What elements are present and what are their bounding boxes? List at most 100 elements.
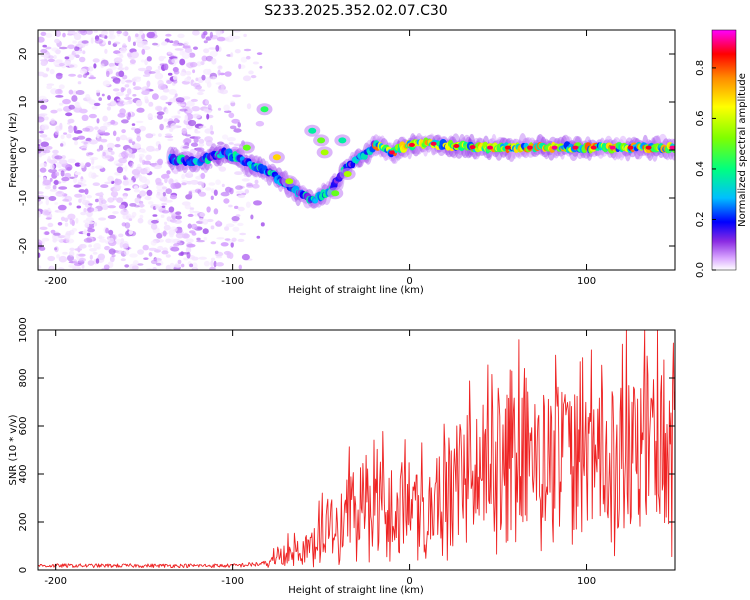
noise-speckle: [218, 65, 222, 69]
noise-speckle: [217, 141, 224, 145]
noise-speckle: [252, 61, 259, 65]
noise-speckle: [137, 217, 144, 224]
noise-speckle: [55, 190, 65, 197]
noise-speckle: [86, 207, 95, 213]
noise-speckle: [83, 141, 88, 145]
blob-core: [242, 144, 251, 151]
noise-speckle: [47, 255, 56, 262]
noise-speckle: [121, 129, 126, 134]
noise-speckle: [161, 202, 168, 206]
noise-speckle: [175, 215, 182, 220]
noise-speckle: [103, 122, 111, 128]
noise-speckle: [38, 200, 43, 205]
noise-speckle: [259, 65, 263, 69]
noise-speckle: [210, 260, 214, 268]
noise-speckle: [54, 247, 58, 251]
noise-speckle: [186, 243, 196, 248]
noise-speckle: [91, 165, 95, 170]
noise-speckle: [57, 235, 66, 239]
noise-speckle: [196, 237, 201, 241]
noise-speckle: [92, 174, 99, 178]
noise-speckle: [125, 94, 130, 98]
noise-speckle: [165, 108, 169, 114]
noise-speckle: [78, 253, 86, 257]
noise-speckle: [194, 130, 201, 134]
noise-speckle: [194, 136, 201, 140]
noise-speckle: [118, 62, 123, 68]
noise-speckle: [222, 134, 229, 140]
noise-speckle: [203, 260, 210, 267]
noise-speckle: [246, 184, 254, 188]
noise-speckle: [104, 181, 112, 184]
noise-speckle: [118, 204, 126, 210]
noise-speckle: [139, 202, 144, 208]
noise-speckle: [109, 31, 113, 39]
noise-speckle: [74, 140, 78, 146]
noise-speckle: [204, 128, 212, 134]
noise-speckle: [91, 158, 95, 165]
noise-speckle: [55, 95, 64, 98]
noise-speckle: [181, 180, 188, 183]
colorbar-tick-label: 0.6: [695, 110, 706, 126]
noise-speckle: [185, 134, 191, 137]
noise-speckle: [112, 211, 119, 215]
noise-speckle: [243, 48, 252, 52]
noise-speckle: [100, 199, 107, 204]
noise-speckle: [62, 32, 66, 38]
noise-speckle: [223, 198, 230, 204]
noise-speckle: [87, 260, 95, 266]
noise-speckle: [220, 242, 229, 247]
noise-speckle: [53, 179, 59, 186]
noise-speckle: [96, 133, 100, 139]
noise-speckle: [208, 76, 218, 80]
noise-speckle: [203, 237, 208, 241]
blob-core: [343, 171, 352, 177]
noise-speckle: [243, 33, 247, 38]
noise-speckle: [133, 189, 141, 193]
noise-speckle: [146, 189, 153, 196]
noise-speckle: [185, 246, 192, 254]
noise-speckle: [146, 145, 155, 152]
noise-speckle: [82, 73, 88, 78]
noise-speckle: [73, 177, 78, 184]
noise-speckle: [228, 142, 234, 145]
noise-speckle: [110, 151, 115, 155]
noise-speckle: [133, 185, 139, 190]
noise-speckle: [73, 33, 82, 41]
noise-speckle: [158, 133, 162, 138]
noise-speckle: [165, 133, 172, 136]
noise-speckle: [175, 211, 182, 215]
noise-speckle: [218, 166, 227, 172]
noise-speckle: [209, 31, 213, 39]
noise-speckle: [178, 103, 186, 107]
noise-speckle: [192, 30, 200, 36]
noise-speckle: [174, 115, 182, 119]
noise-speckle: [120, 209, 129, 216]
noise-speckle: [47, 222, 54, 228]
noise-speckle: [210, 225, 215, 230]
noise-speckle: [166, 80, 173, 84]
noise-speckle: [79, 244, 83, 249]
chart-title: S233.2025.352.02.07.C30: [264, 3, 447, 19]
noise-speckle: [225, 223, 235, 228]
noise-speckle: [181, 201, 191, 206]
noise-speckle: [67, 54, 75, 61]
snr-panel: -200 -100 0 100 0 200 400 600 800 1000 Height of…: [8, 317, 676, 596]
noise-speckle: [77, 74, 83, 78]
noise-speckle: [232, 226, 240, 232]
noise-speckle: [87, 228, 95, 233]
noise-speckle: [78, 44, 86, 48]
noise-speckle: [191, 223, 198, 230]
noise-speckle: [132, 41, 136, 46]
noise-speckle: [73, 184, 82, 188]
noise-speckle: [189, 61, 198, 68]
noise-speckle: [79, 68, 88, 74]
noise-speckle: [98, 217, 107, 221]
noise-speckle: [119, 134, 128, 141]
noise-speckle: [124, 84, 130, 88]
noise-speckle: [169, 40, 174, 43]
noise-speckle: [99, 238, 107, 243]
noise-speckle: [232, 94, 242, 98]
noise-speckle: [174, 48, 184, 51]
noise-speckle: [68, 63, 78, 69]
